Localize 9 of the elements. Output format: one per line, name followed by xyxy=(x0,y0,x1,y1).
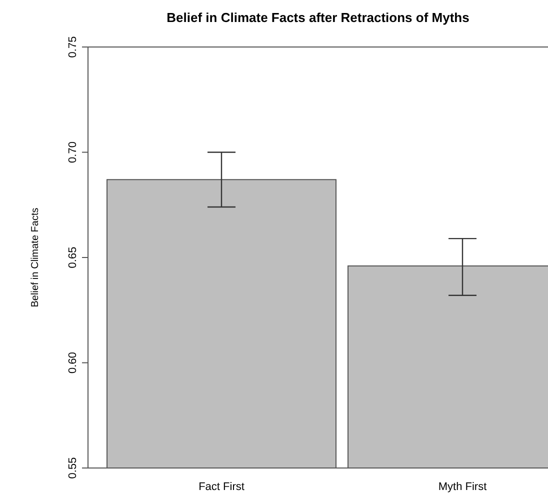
x-tick-label: Myth First xyxy=(438,481,487,493)
y-tick-label: 0.55 xyxy=(67,457,79,479)
y-axis-title: Belief in Climate Facts xyxy=(30,208,41,308)
y-tick-label: 0.75 xyxy=(67,36,79,58)
y-tick-label: 0.60 xyxy=(67,352,79,374)
y-tick-label: 0.65 xyxy=(67,246,79,268)
y-tick-label: 0.70 xyxy=(67,142,79,163)
chart-title: Belief in Climate Facts after Retractions of Myths xyxy=(166,10,470,25)
x-tick-label: Fact First xyxy=(198,481,244,493)
